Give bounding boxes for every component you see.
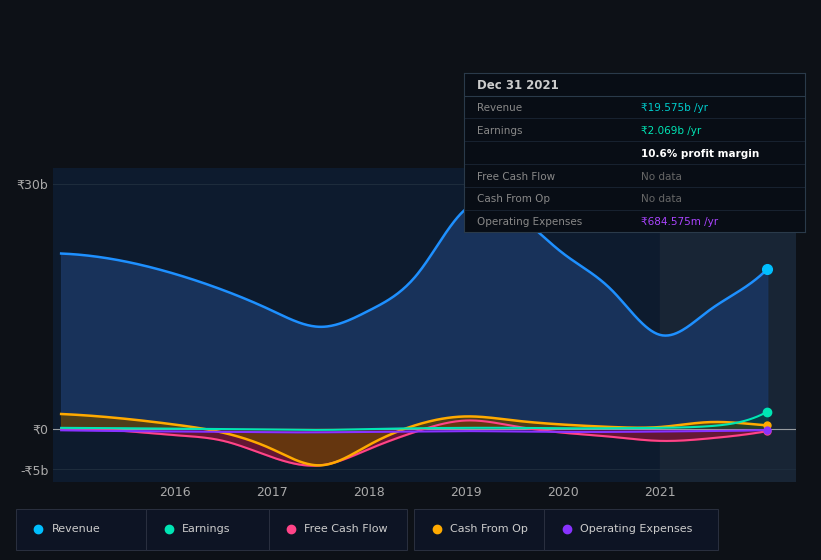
Text: 10.6% profit margin: 10.6% profit margin	[641, 149, 759, 158]
Text: Revenue: Revenue	[52, 524, 101, 534]
Text: Cash From Op: Cash From Op	[478, 194, 551, 204]
Text: Operating Expenses: Operating Expenses	[478, 217, 583, 227]
Bar	[660, 168, 796, 482]
Text: Revenue: Revenue	[478, 103, 523, 113]
Text: ₹19.575b /yr: ₹19.575b /yr	[641, 103, 708, 113]
Text: No data: No data	[641, 171, 682, 181]
Text: No data: No data	[641, 194, 682, 204]
Text: Earnings: Earnings	[478, 126, 523, 136]
FancyBboxPatch shape	[16, 508, 154, 550]
FancyBboxPatch shape	[415, 508, 553, 550]
Text: Dec 31 2021: Dec 31 2021	[478, 79, 559, 92]
Text: ₹684.575m /yr: ₹684.575m /yr	[641, 217, 718, 227]
FancyBboxPatch shape	[544, 508, 718, 550]
Text: Free Cash Flow: Free Cash Flow	[304, 524, 388, 534]
Text: Operating Expenses: Operating Expenses	[580, 524, 692, 534]
FancyBboxPatch shape	[146, 508, 284, 550]
FancyBboxPatch shape	[268, 508, 406, 550]
Text: Cash From Op: Cash From Op	[450, 524, 528, 534]
Text: Earnings: Earnings	[182, 524, 231, 534]
Text: Free Cash Flow: Free Cash Flow	[478, 171, 556, 181]
Text: ₹2.069b /yr: ₹2.069b /yr	[641, 126, 701, 136]
